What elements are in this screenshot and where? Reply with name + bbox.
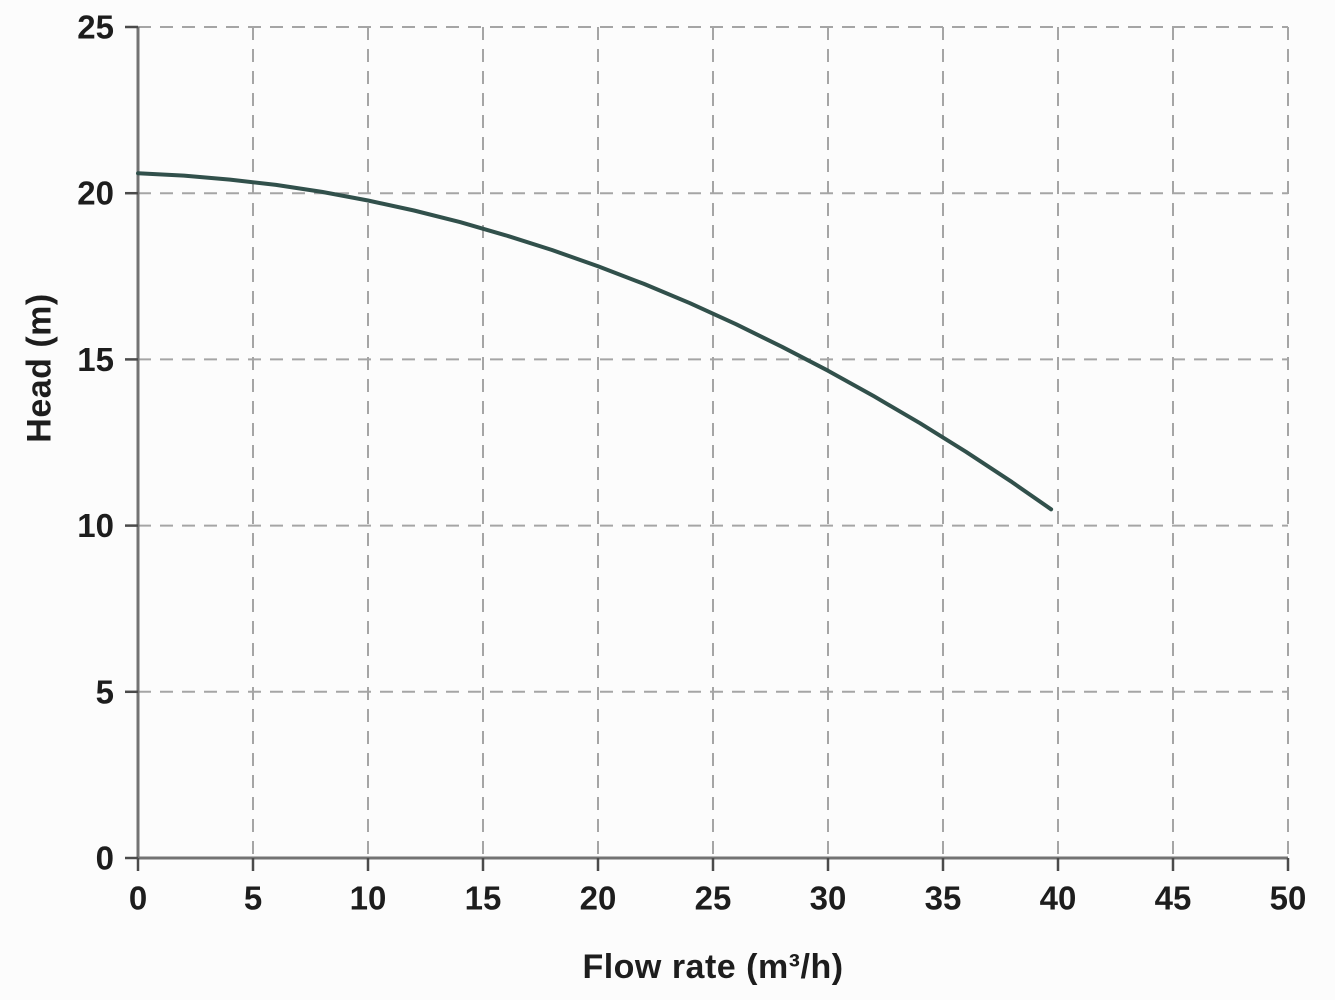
x-tick-label: 35 xyxy=(925,880,962,917)
y-tick-label: 20 xyxy=(77,175,114,212)
y-tick-label: 25 xyxy=(77,9,114,46)
x-tick-label: 15 xyxy=(465,880,502,917)
x-tick-label: 20 xyxy=(580,880,617,917)
x-tick-label: 5 xyxy=(244,880,262,917)
pump-head-curve xyxy=(136,171,1054,512)
x-tick-label: 50 xyxy=(1270,880,1307,917)
x-tick-label: 0 xyxy=(129,880,147,917)
y-tick-label: 10 xyxy=(77,507,114,544)
y-tick-label: 5 xyxy=(96,673,114,710)
y-tick-label: 0 xyxy=(96,840,114,877)
x-tick-label: 10 xyxy=(350,880,387,917)
x-tick-label: 40 xyxy=(1040,880,1077,917)
y-tick-label: 15 xyxy=(77,341,114,378)
x-tick-label: 30 xyxy=(810,880,847,917)
x-tick-label: 45 xyxy=(1155,880,1192,917)
x-tick-label: 25 xyxy=(695,880,732,917)
y-axis-title: Head (m) xyxy=(20,293,59,443)
x-axis-title: Flow rate (m³/h) xyxy=(582,948,844,986)
